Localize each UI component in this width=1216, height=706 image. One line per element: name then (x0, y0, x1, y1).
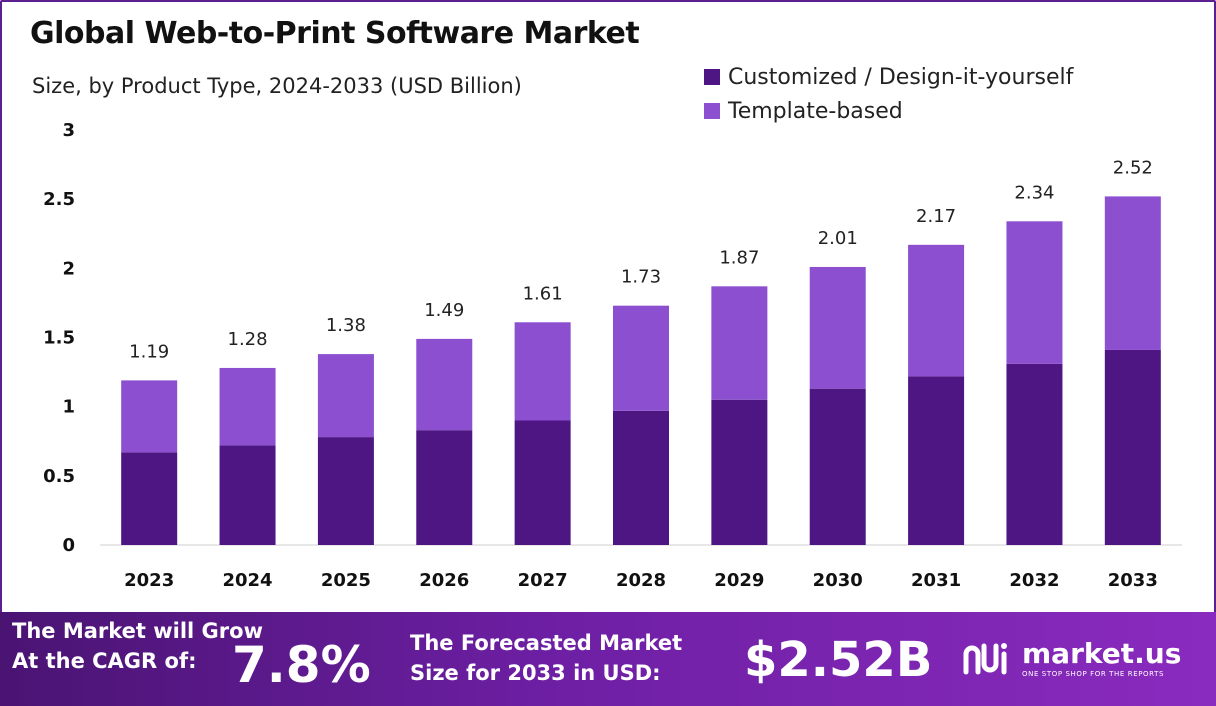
total-label-2026: 1.49 (424, 300, 464, 321)
bar-customized-2031 (908, 376, 965, 545)
bar-customized-2033 (1104, 349, 1161, 545)
market-us-logo-icon (963, 643, 1007, 675)
x-tick-label-2028: 2028 (616, 570, 666, 591)
footer-banner: The Market will Grow At the CAGR of: 7.8… (0, 612, 1216, 706)
y-tick-label: 0.5 (43, 466, 75, 487)
total-label-2023: 1.19 (129, 341, 169, 362)
bar-customized-2028 (613, 410, 669, 545)
bar-template-2026 (416, 338, 473, 431)
bar-template-2028 (613, 305, 669, 411)
y-tick-label: 1 (62, 397, 75, 418)
forecast-caption-line2: Size for 2033 in USD: (410, 661, 661, 685)
legend-item-template: Template-based (704, 94, 1073, 128)
bar-chart: 0 0.5 1 1.5 2 2.5 3 1.19 2023 1.28 2024 1.38 2025 1.4… (43, 120, 1182, 591)
bar-customized-2026 (416, 430, 473, 545)
y-tick-label: 2 (62, 258, 75, 279)
y-tick-label: 0 (62, 535, 75, 556)
x-tick-label-2026: 2026 (419, 570, 469, 591)
legend-label-customized: Customized / Design-it-yourself (728, 64, 1074, 90)
cagr-caption-line1: The Market will Grow (12, 619, 263, 643)
y-tick-label: 3 (62, 120, 75, 141)
bar-customized-2029 (711, 399, 768, 545)
bar-customized-2030 (809, 388, 866, 545)
x-tick-label-2023: 2023 (124, 570, 174, 591)
bar-customized-2025 (317, 437, 374, 545)
chart-subtitle: Size, by Product Type, 2024-2033 (USD Bi… (32, 74, 522, 98)
bar-template-2025 (317, 354, 374, 438)
logo-tagline: ONE STOP SHOP FOR THE REPORTS (1022, 670, 1165, 678)
market-us-logo: market.us ONE STOP SHOP FOR THE REPORTS (962, 640, 1181, 678)
total-label-2033: 2.52 (1113, 157, 1153, 178)
bar-template-2024 (219, 367, 276, 446)
x-tick-label-2031: 2031 (911, 570, 961, 591)
cagr-value: 7.8% (232, 636, 371, 694)
bar-template-2033 (1104, 196, 1161, 350)
cagr-caption: The Market will Grow At the CAGR of: (12, 616, 263, 676)
x-tick-label-2032: 2032 (1009, 570, 1059, 591)
total-label-2029: 1.87 (719, 247, 759, 268)
legend-swatch-template (704, 103, 720, 119)
total-label-2025: 1.38 (326, 315, 366, 336)
logo-name: market.us (1022, 637, 1182, 670)
legend-item-customized: Customized / Design-it-yourself (704, 60, 1073, 94)
legend-label-template: Template-based (728, 98, 903, 124)
total-label-2028: 1.73 (621, 267, 661, 288)
bar-customized-2032 (1006, 363, 1063, 545)
y-tick-label: 2.5 (43, 189, 75, 210)
y-tick-label: 1.5 (43, 328, 75, 349)
bar-template-2027 (514, 322, 571, 421)
bar-customized-2023 (121, 452, 178, 545)
bar-template-2030 (809, 266, 866, 389)
x-tick-label-2025: 2025 (321, 570, 371, 591)
x-tick-label-2027: 2027 (518, 570, 568, 591)
legend: Customized / Design-it-yourself Template… (704, 60, 1073, 128)
forecast-value: $2.52B (744, 632, 933, 688)
x-tick-label-2024: 2024 (222, 570, 272, 591)
cagr-caption-line2: At the CAGR of: (12, 649, 197, 673)
forecast-caption: The Forecasted Market Size for 2033 in U… (410, 628, 682, 688)
bar-template-2029 (711, 286, 768, 400)
x-tick-label-2030: 2030 (813, 570, 863, 591)
total-label-2024: 1.28 (228, 329, 268, 350)
total-label-2031: 2.17 (916, 206, 956, 227)
bar-template-2032 (1006, 221, 1063, 364)
bar-customized-2024 (219, 445, 276, 545)
total-label-2030: 2.01 (818, 228, 858, 249)
legend-swatch-customized (704, 69, 720, 85)
chart-title: Global Web-to-Print Software Market (30, 16, 640, 51)
bar-template-2031 (908, 244, 965, 377)
x-tick-label-2033: 2033 (1108, 570, 1158, 591)
total-label-2032: 2.34 (1014, 182, 1054, 203)
x-tick-label-2029: 2029 (714, 570, 764, 591)
forecast-caption-line1: The Forecasted Market (410, 631, 683, 655)
bar-template-2023 (121, 380, 178, 453)
total-label-2027: 1.61 (523, 283, 563, 304)
bar-customized-2027 (514, 420, 571, 545)
